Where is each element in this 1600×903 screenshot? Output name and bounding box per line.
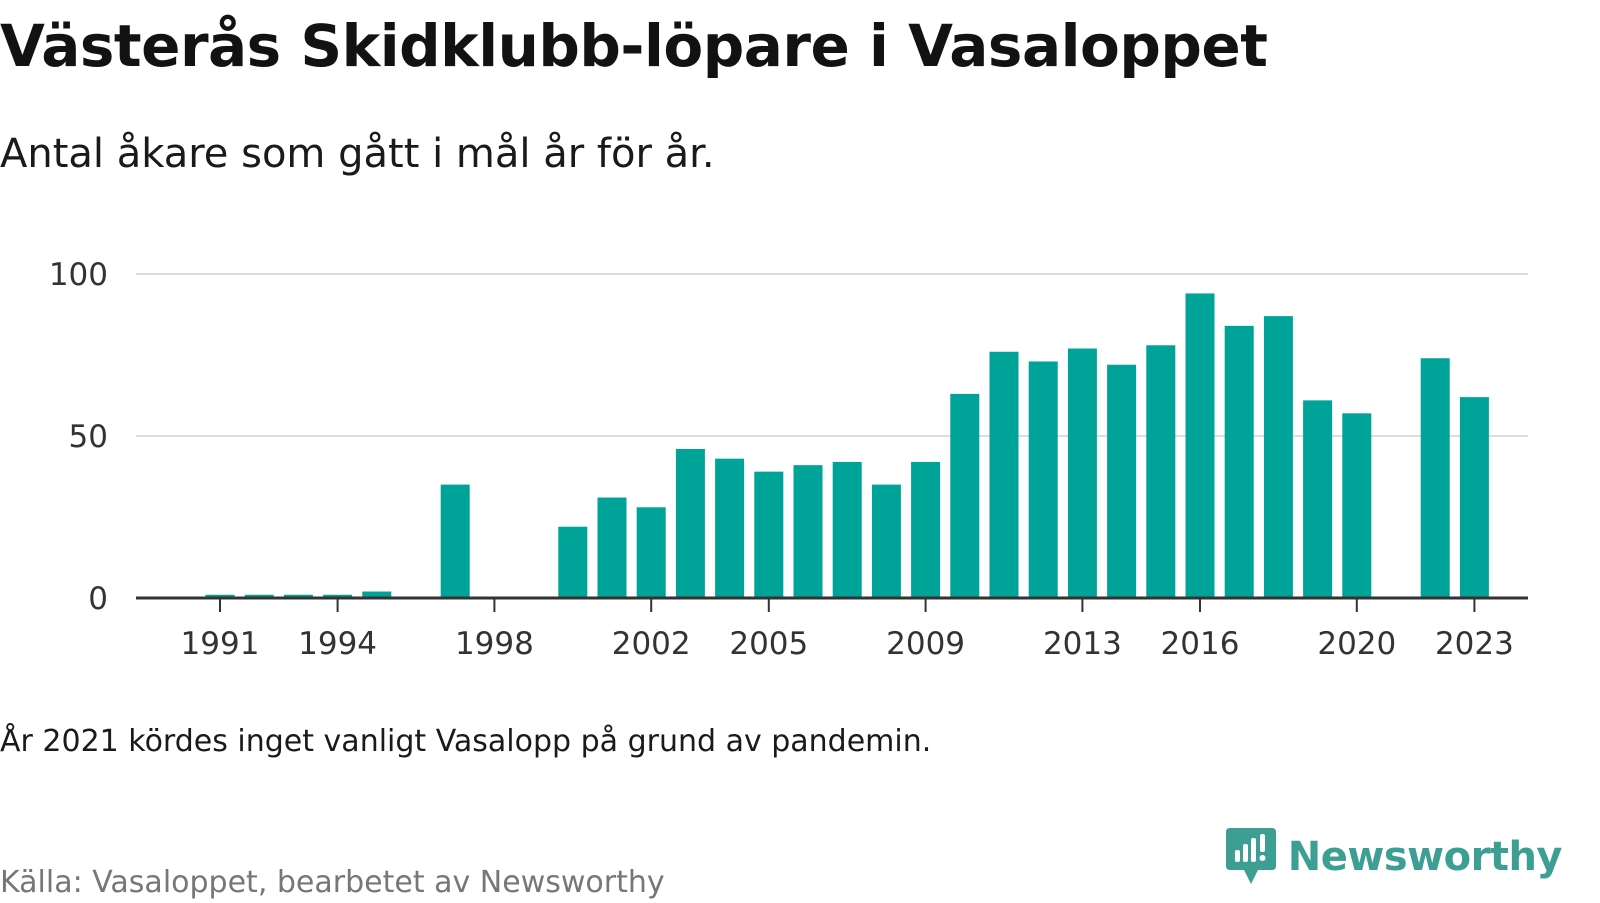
bar (636, 507, 666, 598)
bar (1107, 364, 1137, 598)
x-tick-label: 2016 (1161, 626, 1240, 662)
bar (1303, 400, 1333, 598)
bar (558, 526, 588, 598)
x-tick-label: 2013 (1043, 626, 1122, 662)
bar (1224, 325, 1254, 598)
x-tick-label: 2020 (1317, 626, 1396, 662)
bar (323, 594, 353, 598)
bar (1459, 397, 1489, 598)
chart-subtitle: Antal åkare som gått i mål år för år. (0, 131, 715, 177)
brand-logo: Newsworthy (1224, 826, 1563, 888)
bar (989, 351, 1019, 598)
bar (205, 594, 235, 598)
y-tick-label: 0 (88, 581, 108, 617)
chart-title: Västerås Skidklubb-löpare i Vasaloppet (0, 12, 1268, 80)
bar (1420, 358, 1450, 598)
source-credit: Källa: Vasaloppet, bearbetet av Newswort… (0, 865, 665, 900)
x-tick-label: 2005 (729, 626, 808, 662)
footnote: År 2021 kördes inget vanligt Vasalopp på… (0, 724, 932, 759)
x-tick-label: 2002 (612, 626, 691, 662)
bar (1067, 348, 1097, 598)
bar (715, 458, 745, 598)
bar (283, 594, 313, 598)
bar (950, 393, 980, 598)
bar (675, 448, 705, 598)
bar (871, 484, 901, 598)
bar (832, 461, 862, 598)
x-tick-label: 1994 (298, 626, 377, 662)
y-axis-ticks: 0 50 100 (49, 257, 108, 617)
bar (1342, 413, 1372, 598)
bar (440, 484, 470, 598)
bar-chart: 0 50 100 1991 1994 1998 2002 2005 2009 2013 2016 2… (49, 257, 1528, 662)
y-tick-label: 100 (49, 257, 108, 293)
bar (244, 594, 274, 598)
brand-name: Newsworthy (1287, 834, 1563, 880)
bar (362, 591, 392, 598)
bars (205, 293, 1489, 598)
bar (1185, 293, 1215, 598)
gridlines (136, 273, 1528, 437)
x-tick-label: 1991 (181, 626, 260, 662)
bar (1263, 316, 1293, 598)
newsworthy-logo-icon (1225, 828, 1276, 884)
x-tick-label: 2023 (1435, 626, 1514, 662)
bar (1146, 345, 1176, 598)
bar (911, 461, 941, 598)
x-tick-label: 1998 (455, 626, 534, 662)
x-axis-ticks: 1991 1994 1998 2002 2005 2009 2013 2016 2020 2023 (181, 598, 1514, 662)
bar (793, 465, 823, 598)
bar (754, 471, 784, 598)
bar (597, 497, 627, 598)
bar (1028, 361, 1058, 598)
x-tick-label: 2009 (886, 626, 965, 662)
y-tick-label: 50 (69, 419, 108, 455)
